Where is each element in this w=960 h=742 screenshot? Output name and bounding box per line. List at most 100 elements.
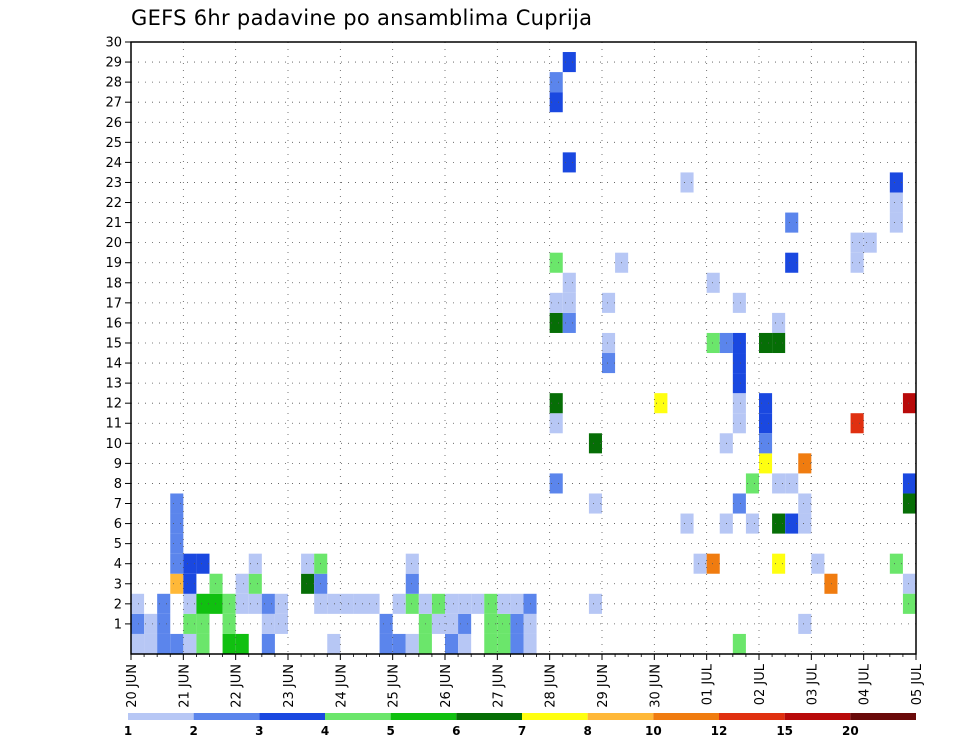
y-axis: 1234567891011121314151617181920212223242… [105, 36, 131, 632]
heat-cell [405, 553, 419, 574]
heat-cell [902, 593, 916, 614]
legend-label: 12 [711, 724, 728, 738]
legend-swatch [587, 713, 654, 720]
heat-cell [144, 613, 158, 634]
legend-label: 4 [321, 724, 329, 738]
heat-cell [261, 613, 275, 634]
heat-cell [732, 393, 746, 414]
heat-cell [654, 393, 668, 414]
heat-cell [170, 553, 184, 574]
y-tick-label: 17 [105, 296, 122, 311]
heat-cell [549, 473, 563, 494]
heat-cell [889, 192, 903, 213]
heat-cell [889, 212, 903, 233]
legend-swatch [259, 713, 325, 720]
heat-cell [759, 433, 773, 454]
heat-cell [157, 593, 171, 614]
x-tick-label: 27 JUN [491, 664, 506, 708]
heat-cell [902, 493, 916, 514]
heat-cell [484, 613, 498, 634]
heat-cell [131, 633, 145, 654]
x-tick-label: 28 JUN [544, 664, 559, 708]
heat-cell [772, 513, 786, 534]
legend-swatch [390, 713, 457, 720]
x-tick-label: 26 JUN [439, 664, 454, 708]
heat-cell [353, 593, 367, 614]
heat-cell [209, 593, 223, 614]
heat-cell [798, 493, 812, 514]
y-tick-label: 29 [105, 56, 122, 71]
y-tick-label: 22 [105, 196, 122, 211]
heat-cell [183, 633, 197, 654]
y-tick-label: 14 [105, 357, 122, 372]
heat-cell [798, 453, 812, 474]
heat-cell [209, 573, 223, 594]
x-tick-label: 20 JUN [125, 664, 140, 708]
heat-cell [785, 513, 799, 534]
legend-swatch [325, 713, 391, 720]
heat-cell [693, 553, 707, 574]
heat-cell [523, 633, 537, 654]
heat-cell [562, 52, 576, 73]
heat-cell [549, 92, 563, 113]
heat-cell [405, 573, 419, 594]
legend-label: 2 [189, 724, 197, 738]
heat-cell [588, 433, 602, 454]
heat-cell [732, 332, 746, 354]
heat-cell [471, 593, 485, 614]
x-tick-label: 23 JUN [282, 664, 297, 708]
heat-cell [274, 613, 288, 634]
heat-cell [798, 513, 812, 534]
heat-cell [562, 272, 576, 293]
legend-label: 3 [255, 724, 263, 738]
heat-cell [248, 573, 262, 594]
heat-cell [772, 553, 786, 574]
y-tick-label: 26 [105, 116, 122, 131]
heat-cell [144, 633, 158, 654]
heat-cell [445, 593, 459, 614]
x-tick-label: 24 JUN [334, 664, 349, 708]
x-tick-label: 30 JUN [648, 664, 663, 708]
heat-cell [785, 212, 799, 233]
heat-cell [824, 573, 838, 594]
heat-cell [366, 593, 380, 614]
heat-cell [379, 613, 393, 634]
heat-cell [562, 292, 576, 313]
heat-cell [235, 633, 249, 654]
heat-cell [549, 72, 563, 93]
legend: 1 2 3 4 5 6 7 8 10 12 15 20 [124, 713, 916, 738]
heat-cell [562, 312, 576, 333]
y-tick-label: 20 [105, 236, 122, 251]
heat-cell [510, 633, 524, 654]
heat-cell [759, 413, 773, 434]
heat-cell [759, 393, 773, 414]
y-tick-label: 19 [105, 256, 122, 271]
legend-label: 20 [842, 724, 859, 738]
grid-layer [130, 41, 917, 654]
heat-cell [745, 473, 759, 494]
heat-cell [431, 593, 445, 614]
x-tick-label: 04 JUL [858, 663, 873, 705]
heat-cell [170, 493, 184, 514]
heat-cell [549, 312, 563, 333]
heat-cell [327, 633, 341, 654]
x-tick-label: 21 JUN [177, 664, 192, 708]
legend-swatch [522, 713, 588, 720]
heat-cell [902, 573, 916, 594]
heat-cell [772, 312, 786, 333]
heat-cell [157, 633, 171, 654]
x-tick-label: 03 JUL [805, 663, 820, 705]
heat-cell [680, 172, 694, 193]
heat-cell [301, 553, 315, 574]
heat-cell [248, 553, 262, 574]
heat-cell [458, 613, 472, 634]
y-tick-label: 16 [105, 316, 122, 331]
heat-cell [196, 593, 210, 614]
heat-cell [222, 633, 236, 654]
heat-cell [131, 593, 145, 614]
heat-cell [785, 252, 799, 273]
y-tick-label: 2 [114, 597, 122, 612]
legend-swatch [850, 713, 916, 720]
y-tick-label: 24 [105, 156, 122, 171]
